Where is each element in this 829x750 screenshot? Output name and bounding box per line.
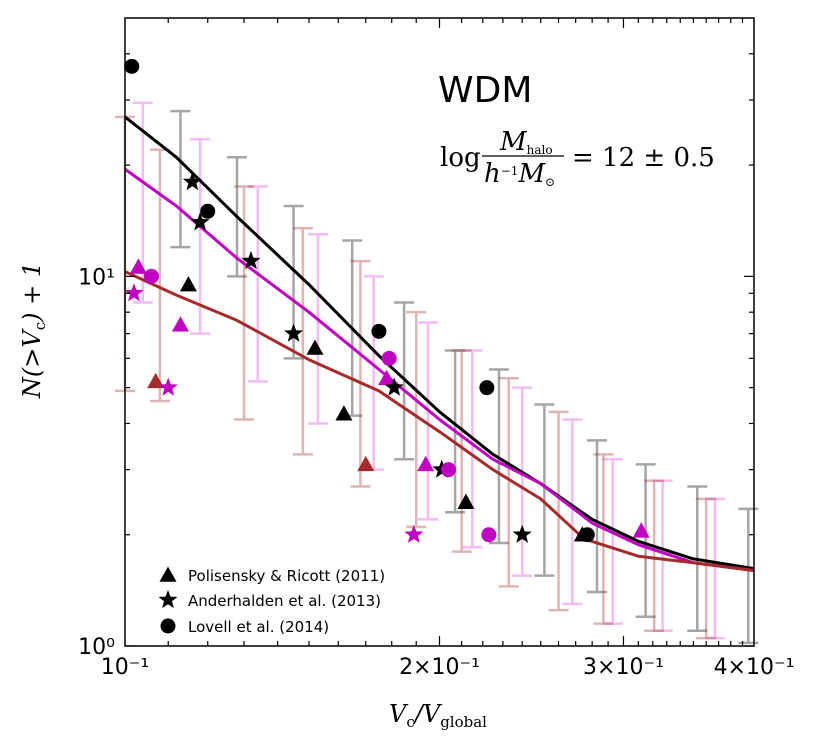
legend-circle-icon	[160, 618, 176, 634]
star-marker	[190, 212, 210, 231]
star-marker	[124, 283, 144, 302]
legend: Polisensky & Ricott (2011) Anderhalden e…	[158, 566, 385, 636]
error-bar	[350, 259, 371, 488]
error-bar	[562, 418, 583, 606]
svg-text:Mhalo: Mhalo	[499, 127, 553, 157]
error-bar	[512, 386, 533, 577]
circle-marker	[440, 462, 456, 478]
star-marker	[404, 524, 424, 543]
legend-label-lovell: Lovell et al. (2014)	[188, 618, 329, 636]
x-tick-label: 4×10⁻¹	[714, 655, 795, 680]
error-bar	[548, 410, 569, 612]
triangle-marker	[147, 372, 165, 389]
x-tick-label: 2×10⁻¹	[399, 655, 480, 680]
y-axis-label: N(>Vc) + 1	[18, 262, 49, 399]
legend-star-icon	[158, 590, 178, 609]
series-line	[124, 115, 755, 571]
circle-marker	[381, 350, 397, 366]
circle-marker	[579, 527, 595, 543]
error-bar	[635, 463, 656, 618]
error-bar	[418, 321, 439, 521]
x-tick-label: 10⁻¹	[101, 655, 149, 680]
x-axis-label: Vc/Vglobal	[389, 700, 487, 731]
error-bar	[292, 226, 313, 456]
triangle-marker	[129, 258, 147, 274]
error-bar	[644, 479, 665, 632]
triangle-marker	[306, 339, 324, 355]
legend-triangle-icon	[159, 566, 177, 582]
error-bar	[593, 453, 614, 625]
series-line-layer	[124, 115, 755, 572]
error-bar	[587, 439, 608, 594]
triangle-marker	[417, 455, 435, 472]
tick-layer: 10⁻¹ 2×10⁻¹ 3×10⁻¹ 4×10⁻¹ 10⁰ 10¹	[78, 18, 794, 680]
star-marker	[512, 524, 532, 543]
series-line	[124, 167, 755, 572]
error-bar	[307, 232, 328, 425]
series-line	[124, 270, 755, 572]
circle-marker	[371, 323, 387, 339]
error-bar	[247, 185, 268, 383]
triangle-marker	[171, 316, 189, 332]
error-bar	[534, 403, 555, 577]
star-marker	[241, 251, 261, 270]
triangle-marker	[457, 493, 475, 509]
error-bar	[363, 275, 384, 471]
star-marker	[384, 377, 404, 396]
star-marker	[158, 377, 178, 396]
error-bar	[190, 137, 211, 335]
circle-marker	[479, 380, 495, 396]
error-bar	[488, 368, 509, 545]
legend-label-anderhalden: Anderhalden et al. (2013)	[188, 592, 381, 610]
svg-text:= 12 ± 0.5: = 12 ± 0.5	[572, 143, 715, 173]
error-bar	[170, 109, 191, 249]
svg-text:h−1M⊙: h−1M⊙	[484, 159, 555, 189]
triangle-marker	[378, 369, 396, 386]
triangle-marker	[179, 276, 197, 292]
circle-marker	[143, 268, 159, 284]
error-bar-layer	[115, 101, 759, 645]
y-tick-label: 10¹	[78, 265, 115, 290]
star-marker	[284, 323, 304, 342]
halo-mass-annotation: log Mhalo h−1M⊙ = 12 ± 0.5	[440, 127, 715, 189]
error-bar	[704, 497, 725, 640]
circle-marker	[481, 527, 497, 543]
error-bar	[462, 349, 483, 549]
error-bar	[602, 458, 623, 625]
circle-marker	[200, 203, 216, 219]
error-bar	[498, 377, 519, 588]
legend-label-polisensky: Polisensky & Ricott (2011)	[188, 567, 385, 585]
error-bar	[696, 497, 717, 640]
chart-title: WDM	[438, 70, 532, 111]
error-bar	[451, 349, 472, 553]
star-marker	[182, 172, 202, 191]
marker-layer	[124, 58, 650, 543]
error-bar	[738, 507, 759, 645]
x-tick-label: 3×10⁻¹	[583, 655, 664, 680]
circle-marker	[124, 58, 140, 74]
error-bar	[652, 479, 673, 632]
error-bar	[406, 310, 427, 529]
svg-text:log: log	[440, 143, 481, 173]
triangle-marker	[632, 522, 650, 538]
triangle-marker	[357, 455, 375, 472]
y-tick-label: 10⁰	[78, 635, 115, 660]
triangle-marker	[335, 405, 353, 421]
